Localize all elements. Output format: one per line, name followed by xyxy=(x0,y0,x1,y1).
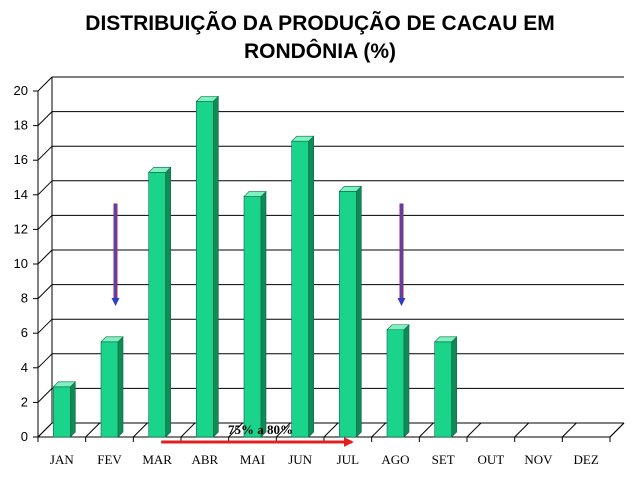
y-tick-label: 10 xyxy=(14,256,28,271)
bar xyxy=(147,166,172,438)
bar-top xyxy=(338,186,363,192)
floor-divider xyxy=(466,422,482,438)
floor-divider xyxy=(228,422,244,438)
floor-divider xyxy=(418,422,434,438)
y-tick-label: 20 xyxy=(14,83,28,98)
floor-divider xyxy=(132,422,148,438)
bar-front xyxy=(100,341,119,438)
bar xyxy=(338,185,363,438)
bars xyxy=(52,95,458,438)
y-tick-label: 12 xyxy=(14,221,28,236)
grid-diagonal xyxy=(37,111,53,126)
range-label: 75% a 80% xyxy=(228,422,293,437)
floor-divider xyxy=(609,422,625,438)
y-tick-label: 16 xyxy=(14,152,28,167)
grid xyxy=(37,76,624,438)
grid-diagonal xyxy=(37,145,53,161)
bar-side xyxy=(451,336,457,438)
grid-diagonal xyxy=(37,215,53,230)
bar xyxy=(195,95,220,438)
x-tick-label: JUL xyxy=(337,452,359,467)
bar-side xyxy=(308,135,314,438)
axes xyxy=(33,77,625,442)
bar xyxy=(433,336,458,438)
x-tick-label: FEV xyxy=(97,452,122,467)
bar-top xyxy=(243,191,267,197)
y-tick-label: 0 xyxy=(21,429,28,444)
bar-front xyxy=(53,386,71,438)
bar-top xyxy=(52,381,77,388)
bar xyxy=(243,190,267,438)
y-tick-label: 18 xyxy=(14,118,28,133)
bar xyxy=(100,336,124,438)
bar-top xyxy=(433,336,458,343)
bar-front xyxy=(339,191,357,438)
bar-side xyxy=(117,336,124,438)
bar-side xyxy=(213,95,219,438)
bar-front xyxy=(291,140,309,438)
bar-front xyxy=(386,329,405,438)
x-tick-label: SET xyxy=(432,452,455,467)
bar-top xyxy=(195,96,220,102)
x-tick-label: MAR xyxy=(142,452,172,467)
bar-side xyxy=(356,185,362,438)
bar-front xyxy=(434,341,452,438)
bar-top xyxy=(147,167,172,173)
chart-title: DISTRIBUIÇÃO DA PRODUÇÃO DE CACAU EM RON… xyxy=(0,10,640,66)
y-tick-label: 4 xyxy=(21,360,28,375)
bar xyxy=(386,324,410,438)
x-tick-label: AGO xyxy=(381,452,409,467)
chart-title-line1: DISTRIBUIÇÃO DA PRODUÇÃO DE CACAU EM xyxy=(85,12,555,35)
bar-front xyxy=(196,101,214,438)
chart-title-line2: RONDÔNIA (%) xyxy=(243,40,397,63)
bar-top xyxy=(386,324,410,331)
bar-top xyxy=(290,135,315,142)
grid-diagonal xyxy=(37,76,53,92)
y-tick-label: 2 xyxy=(21,394,28,409)
x-tick-label: DEZ xyxy=(574,452,599,467)
bar-side xyxy=(70,381,76,438)
x-tick-labels: JAN FEV MAR ABR MAI JUN JUL AGO SET OUT NOV DEZ xyxy=(50,452,599,467)
annotations: 75% a 80% xyxy=(111,203,406,447)
grid-diagonal xyxy=(37,388,53,403)
x-tick-label: MAI xyxy=(240,452,265,467)
bar-front xyxy=(243,196,262,438)
x-tick-label: JAN xyxy=(50,452,74,467)
floor-divider xyxy=(323,422,339,438)
bar xyxy=(290,135,315,438)
bar-side xyxy=(403,324,410,438)
floor-divider xyxy=(561,422,577,438)
grid-diagonal xyxy=(37,318,53,334)
bar-side xyxy=(165,166,171,438)
bar-front xyxy=(148,172,166,438)
floor-divider xyxy=(371,422,387,438)
y-tick-label: 14 xyxy=(14,187,28,202)
grid-diagonal xyxy=(37,180,53,196)
x-tick-label: ABR xyxy=(191,452,218,467)
y-tick-label: 8 xyxy=(21,291,28,306)
grid-diagonal xyxy=(37,249,53,265)
grid-diagonal xyxy=(37,353,53,369)
x-tick-label: NOV xyxy=(524,452,553,467)
floor-divider xyxy=(85,422,101,438)
floor-divider xyxy=(275,422,291,438)
x-tick-label: JUN xyxy=(288,452,312,467)
y-tick-labels: 0 2 4 6 8 10 12 14 16 18 20 xyxy=(14,83,28,444)
bar-side xyxy=(260,190,267,438)
floor-divider xyxy=(180,422,196,438)
grid-diagonal xyxy=(37,284,53,299)
bar xyxy=(52,381,77,438)
floor-divider xyxy=(37,422,53,438)
x-tick-label: OUT xyxy=(477,452,504,467)
y-tick-label: 6 xyxy=(21,325,28,340)
bar-top xyxy=(100,336,124,343)
floor-divider xyxy=(514,422,530,438)
